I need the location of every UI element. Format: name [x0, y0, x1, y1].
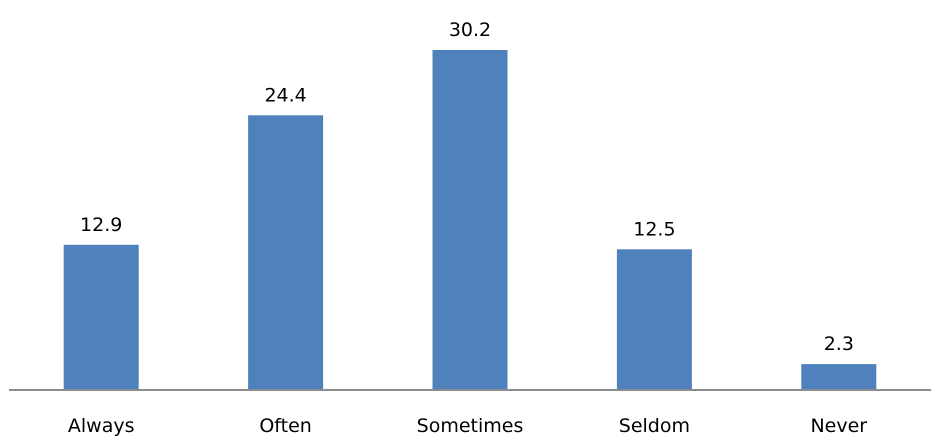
- category-label-often: Often: [259, 415, 312, 437]
- bars-group: [63, 50, 877, 391]
- bar-seldom: [616, 249, 692, 390]
- bar-always: [63, 244, 139, 390]
- category-label-seldom: Seldom: [619, 415, 690, 437]
- bar-often: [248, 115, 324, 391]
- data-label-sometimes: 30.2: [449, 19, 491, 41]
- bar-sometimes: [432, 50, 508, 390]
- category-label-never: Never: [810, 415, 867, 437]
- bar-never: [801, 364, 877, 390]
- data-label-often: 24.4: [264, 84, 306, 106]
- data-label-never: 2.3: [824, 333, 854, 355]
- data-label-always: 12.9: [80, 214, 122, 236]
- data-labels-group: 12.9 24.4 30.2 12.5 2.3: [80, 19, 854, 355]
- category-label-sometimes: Sometimes: [417, 415, 524, 437]
- data-label-seldom: 12.5: [633, 218, 675, 240]
- category-labels-group: Always Often Sometimes Seldom Never: [68, 415, 867, 437]
- category-label-always: Always: [68, 415, 135, 437]
